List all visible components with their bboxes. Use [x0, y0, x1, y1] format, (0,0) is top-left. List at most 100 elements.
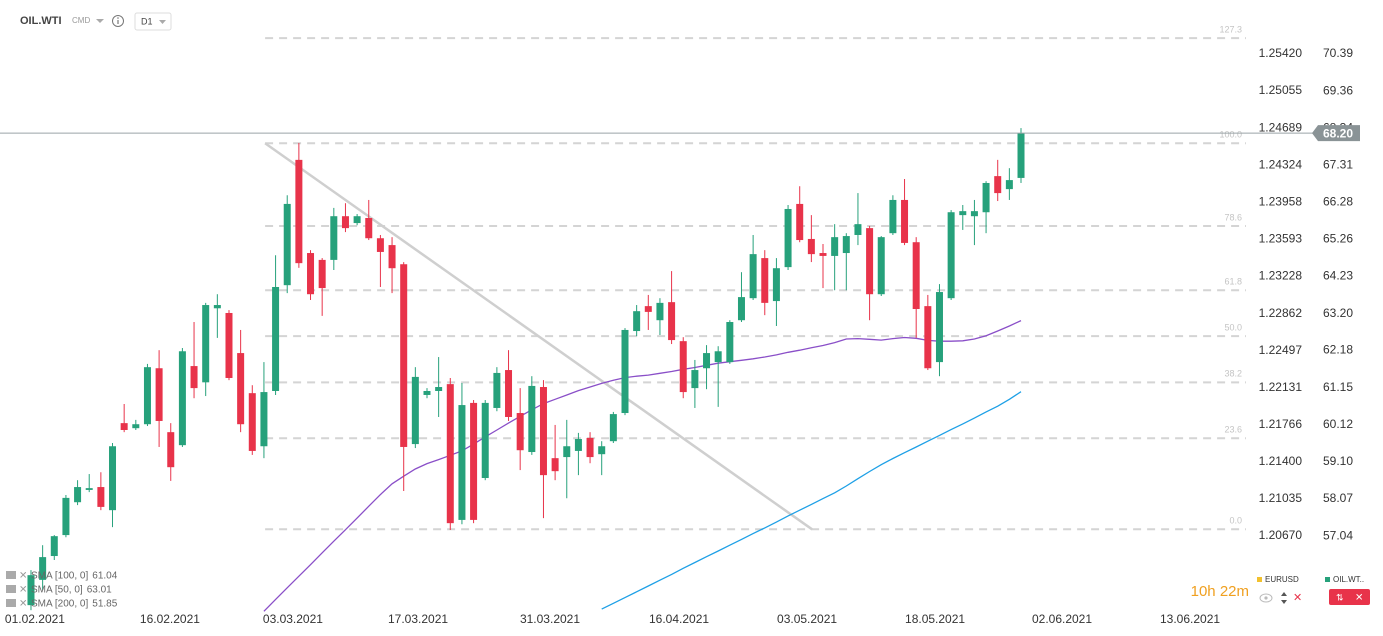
- sma-line: [601, 391, 1022, 610]
- candle-body: [50, 536, 58, 557]
- y-tick-label: 66.28: [1323, 195, 1353, 209]
- info-icon[interactable]: [112, 15, 124, 27]
- candle-body: [85, 488, 93, 490]
- candle-body: [307, 253, 315, 295]
- candle-body: [295, 159, 303, 264]
- fib-label: 127.3: [1219, 25, 1242, 35]
- y-tick-label: 57.04: [1323, 528, 1353, 542]
- candle-body: [318, 259, 326, 289]
- candle-body: [539, 387, 547, 476]
- candle-body: [842, 236, 850, 254]
- candle-body: [388, 245, 396, 269]
- remove-icon[interactable]: ✕: [1293, 592, 1302, 604]
- move-icon[interactable]: [1281, 592, 1287, 604]
- axes: 70.3969.3668.3467.3166.2865.2664.2363.20…: [5, 46, 1353, 626]
- candle-body: [1017, 133, 1025, 178]
- icon-close[interactable]: ✕: [19, 585, 27, 596]
- y2-tick-label: 1.23958: [1259, 195, 1303, 209]
- action-icon: ⇅: [1336, 592, 1344, 602]
- eye-icon[interactable]: [1259, 593, 1273, 603]
- x-tick-label: 01.02.2021: [5, 612, 65, 626]
- y-tick-label: 69.36: [1323, 83, 1353, 97]
- symbol[interactable]: OIL.WTI: [20, 15, 62, 27]
- candle-body: [283, 203, 291, 286]
- candle-body: [796, 203, 804, 241]
- candle-body: [341, 216, 349, 229]
- candle-body: [982, 182, 990, 213]
- controls: ✕ ⇅ ✕: [1259, 589, 1370, 605]
- y-tick-label: 63.20: [1323, 306, 1353, 320]
- candle-body: [39, 557, 47, 580]
- y-tick-label: 65.26: [1323, 231, 1353, 245]
- candle-body: [761, 258, 769, 303]
- y-tick-label: 67.31: [1323, 157, 1353, 171]
- candle-body: [167, 432, 175, 468]
- candle-body: [621, 329, 629, 414]
- icon-menu[interactable]: [6, 571, 16, 579]
- interval-box[interactable]: [134, 12, 172, 31]
- candle-body: [737, 297, 745, 321]
- instrument-name[interactable]: OIL.WT..: [1333, 575, 1364, 584]
- candle-body: [435, 387, 443, 391]
- candle-body: [563, 446, 571, 458]
- candle-body: [330, 216, 338, 260]
- candle-body: [225, 312, 233, 378]
- candle-body: [947, 212, 955, 299]
- candle-body: [446, 384, 454, 524]
- candle-body: [784, 208, 792, 268]
- fib-label: 0.0: [1229, 516, 1242, 526]
- y-tick-label: 64.23: [1323, 269, 1353, 283]
- interval: D1: [141, 16, 153, 26]
- y-tick-label: 58.07: [1323, 491, 1353, 505]
- candle-body: [202, 305, 210, 383]
- market: CMD: [72, 16, 90, 25]
- candle-body: [970, 211, 978, 217]
- x-tick-label: 18.05.2021: [905, 612, 965, 626]
- fib-label: 38.2: [1224, 369, 1242, 379]
- candle-body: [656, 302, 664, 321]
- candle-body: [516, 413, 524, 451]
- candle-body: [924, 306, 932, 369]
- candle-body: [551, 458, 559, 472]
- y2-tick-label: 1.21035: [1259, 491, 1303, 505]
- candle-body: [609, 414, 617, 442]
- legend-value: 51.85: [92, 599, 117, 610]
- dropdown-caret[interactable]: [96, 19, 104, 23]
- icon-menu[interactable]: [6, 585, 16, 593]
- x-tick-label: 16.04.2021: [649, 612, 709, 626]
- candle-body: [178, 351, 186, 446]
- instrument-name[interactable]: EURUSD: [1265, 575, 1299, 584]
- y-tick-label: 60.12: [1323, 417, 1353, 431]
- candle-body: [376, 238, 384, 252]
- y2-tick-label: 1.23228: [1259, 269, 1303, 283]
- candle-body: [772, 268, 780, 302]
- candle-body: [877, 237, 885, 295]
- action-box[interactable]: [1329, 589, 1370, 605]
- candle-body: [866, 228, 874, 295]
- y2-tick-label: 1.24324: [1259, 157, 1303, 171]
- y2-tick-label: 1.25055: [1259, 83, 1303, 97]
- y2-tick-label: 1.22497: [1259, 343, 1303, 357]
- sma-line: [263, 320, 1022, 612]
- candle-body: [726, 322, 734, 363]
- candle-body: [143, 367, 151, 425]
- x-tick-label: 31.03.2021: [520, 612, 580, 626]
- fib-label: 61.8: [1224, 277, 1242, 287]
- icon-menu[interactable]: [6, 599, 16, 607]
- icon-close[interactable]: ✕: [19, 571, 27, 582]
- candle-body: [470, 402, 478, 520]
- indicator-icons: ✕ ✕ ✕: [6, 571, 27, 610]
- candle-body: [679, 341, 687, 393]
- candle-body: [528, 385, 536, 453]
- icon-close[interactable]: ✕: [19, 599, 27, 610]
- candle-body: [27, 575, 35, 606]
- candle-body: [598, 446, 606, 455]
- candle-body: [714, 351, 722, 363]
- candle-body: [691, 370, 699, 389]
- candle-body: [1005, 180, 1013, 190]
- candle-body: [120, 423, 128, 430]
- fib-label: 50.0: [1224, 322, 1242, 332]
- y2-tick-label: 1.23593: [1259, 232, 1303, 246]
